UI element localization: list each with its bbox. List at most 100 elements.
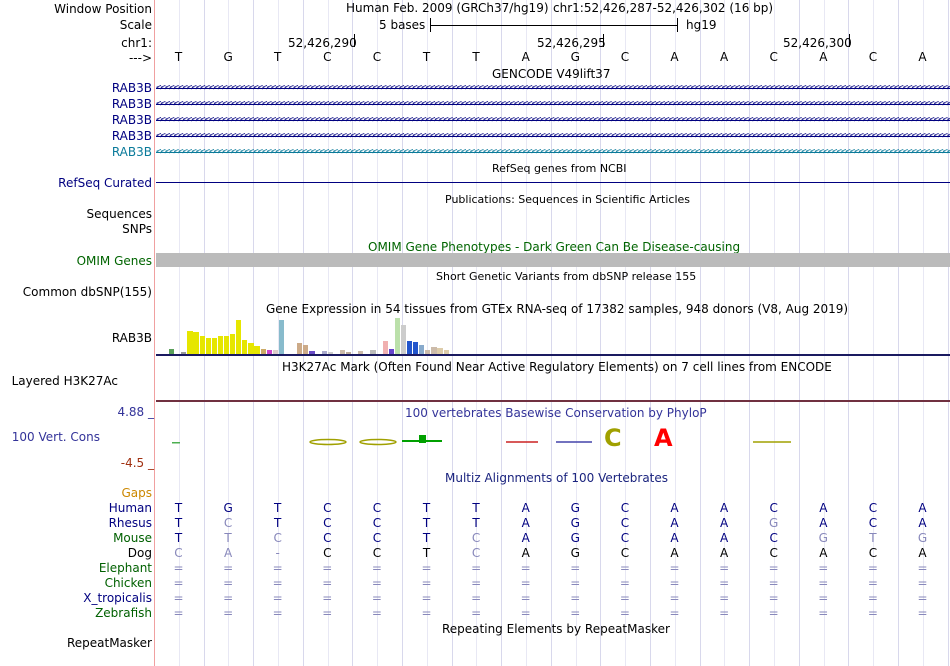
gridline [873, 0, 875, 666]
gtex-tissue-bar[interactable] [345, 352, 352, 354]
multiz-base: = [272, 591, 283, 605]
reference-base: G [223, 50, 233, 64]
multiz-base: = [223, 591, 234, 605]
phylop-mark [172, 442, 180, 444]
gtex-tissue-bar[interactable] [425, 350, 431, 354]
multiz-base: = [917, 606, 928, 620]
gtex-tissue-bar[interactable] [181, 352, 187, 354]
gtex-tissue-bar[interactable] [169, 349, 175, 354]
multiz-base: T [472, 501, 480, 515]
gtex-tissue-bar[interactable] [327, 352, 333, 354]
gtex-tissue-bar[interactable] [419, 345, 425, 354]
gtex-tissue-bar[interactable] [187, 331, 193, 354]
label-divider [154, 0, 155, 666]
multiz-base: = [818, 576, 829, 590]
gridline [600, 0, 602, 666]
gtex-tissue-bar[interactable] [260, 349, 266, 354]
gtex-tissue-bar[interactable] [394, 318, 400, 354]
multiz-base: C [620, 546, 630, 560]
gtex-tissue-bar[interactable] [223, 336, 230, 354]
gtex-tissue-bar[interactable] [431, 347, 437, 354]
gencode-transcript-line [156, 120, 950, 121]
gtex-tissue-bar[interactable] [266, 350, 272, 354]
gtex-tissue-bar[interactable] [443, 350, 449, 354]
gencode-gene-label[interactable]: RAB3B [111, 97, 152, 111]
gencode-gene-label[interactable]: RAB3B [111, 129, 152, 143]
gtex-tissue-bar[interactable] [321, 351, 327, 354]
multiz-base: A [521, 501, 530, 515]
multiz-species-label: Zebrafish [95, 606, 152, 620]
gtex-tissue-bar[interactable] [254, 346, 260, 354]
phylop-max: 4.88 _ [117, 405, 154, 419]
multiz-base: A [670, 546, 679, 560]
gtex-tissue-bar[interactable] [211, 338, 217, 354]
multiz-base: = [173, 561, 184, 575]
reference-base: C [868, 50, 878, 64]
assembly-title: Human Feb. 2009 (GRCh37/hg19) [346, 1, 549, 15]
gridline [625, 0, 627, 666]
multiz-base: = [917, 591, 928, 605]
multiz-base: = [520, 606, 531, 620]
gtex-tissue-bar[interactable] [370, 350, 376, 354]
gtex-tissue-bar[interactable] [193, 332, 199, 354]
multiz-base: C [372, 516, 382, 530]
gridline [476, 0, 478, 666]
gtex-label: RAB3B [111, 331, 152, 345]
omim-gene-bar[interactable] [156, 253, 950, 267]
multiz-base: = [619, 576, 630, 590]
reference-base: T [174, 50, 183, 64]
gtex-tissue-bar[interactable] [297, 343, 303, 354]
multiz-base: A [819, 501, 828, 515]
gtex-tissue-bar[interactable] [406, 341, 413, 354]
gtex-tissue-bar[interactable] [303, 345, 309, 354]
gtex-tissue-bar[interactable] [236, 320, 242, 354]
multiz-base: C [223, 516, 233, 530]
gtex-tissue-bar[interactable] [278, 320, 285, 354]
multiz-gaps-label: Gaps [121, 486, 152, 500]
gtex-tissue-bar[interactable] [199, 336, 205, 354]
gencode-gene-label[interactable]: RAB3B [111, 81, 152, 95]
ruler-tick-3: 52,426,300 [783, 36, 852, 50]
gtex-tissue-bar[interactable] [400, 325, 407, 354]
gtex-tissue-bar[interactable] [217, 336, 224, 354]
gtex-bar-chart[interactable] [156, 316, 950, 354]
h3k27ac-title: H3K27Ac Mark (Often Found Near Active Re… [282, 360, 832, 374]
gtex-tissue-bar[interactable] [388, 349, 394, 354]
gridline [501, 0, 503, 666]
refseq-gene-line[interactable] [156, 182, 950, 183]
gtex-tissue-bar[interactable] [437, 348, 443, 354]
phylop-logo[interactable]: C A [156, 420, 950, 460]
phylop-mark: C [604, 424, 622, 452]
gridline [327, 0, 329, 666]
h3k27ac-label: Layered H3K27Ac [11, 374, 118, 388]
gtex-tissue-bar[interactable] [272, 350, 278, 354]
gtex-tissue-bar[interactable] [382, 341, 388, 354]
gtex-tissue-bar[interactable] [230, 334, 236, 354]
gtex-tissue-bar[interactable] [309, 351, 315, 354]
multiz-base: T [174, 531, 183, 545]
gencode-gene-label[interactable]: RAB3B [111, 113, 152, 127]
multiz-base: = [322, 591, 333, 605]
multiz-base: C [769, 531, 778, 545]
multiz-species-label: Human [108, 501, 152, 515]
gtex-tissue-bar[interactable] [339, 350, 346, 354]
gtex-tissue-bar[interactable] [242, 340, 248, 354]
gencode-gene-label[interactable]: RAB3B [111, 145, 152, 159]
gtex-tissue-bar[interactable] [358, 351, 364, 354]
gtex-tissue-bar[interactable] [413, 342, 419, 354]
multiz-base: C [174, 546, 183, 560]
multiz-base: = [669, 606, 680, 620]
scale-bar-right-tick [677, 18, 678, 32]
multiz-base: = [719, 591, 730, 605]
gtex-tissue-bar[interactable] [205, 338, 211, 354]
multiz-base: A [819, 516, 828, 530]
multiz-base: = [570, 561, 581, 575]
multiz-base: A [918, 516, 927, 530]
multiz-base: = [818, 606, 829, 620]
gtex-tissue-bar[interactable] [248, 343, 254, 354]
gridline [550, 0, 552, 666]
multiz-base: = [223, 606, 234, 620]
multiz-base: = [818, 591, 829, 605]
reference-base: T [472, 50, 480, 64]
